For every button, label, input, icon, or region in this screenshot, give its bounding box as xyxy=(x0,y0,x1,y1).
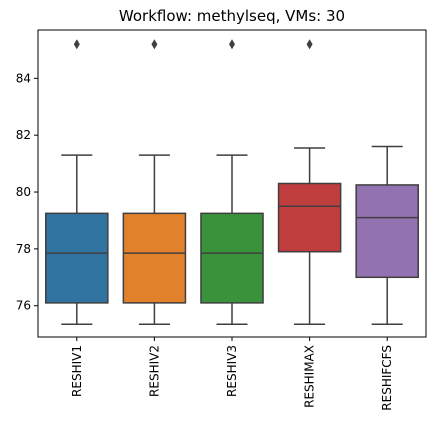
outlier-point xyxy=(73,39,80,50)
box-reshiv2 xyxy=(122,39,187,325)
x-tick-label: RESHIV2 xyxy=(147,345,161,397)
box-body xyxy=(200,212,264,304)
plot-marks xyxy=(45,39,419,325)
box-reshimax xyxy=(277,39,342,325)
box-body xyxy=(45,212,109,304)
y-axis: 76 78 80 82 84 xyxy=(16,71,38,313)
y-tick-label: 76 xyxy=(16,299,31,313)
box-body xyxy=(122,212,187,304)
x-axis: RESHIV1 RESHIV2 RESHIV3 RESHIMAX RESHIFCFS xyxy=(70,337,394,411)
x-tick-label: RESHIV3 xyxy=(225,345,239,397)
y-tick-label: 84 xyxy=(16,71,31,85)
box-body xyxy=(277,182,342,253)
box-reshifcfs xyxy=(355,145,419,325)
outlier-point xyxy=(229,39,235,50)
box-body xyxy=(355,184,419,279)
box-reshiv3 xyxy=(200,39,264,325)
y-tick-label: 78 xyxy=(16,242,31,256)
chart-title: Workflow: methylseq, VMs: 30 xyxy=(119,7,345,25)
y-tick-label: 80 xyxy=(16,185,31,199)
x-tick-label: RESHIMAX xyxy=(303,345,317,408)
x-tick-label: RESHIV1 xyxy=(70,345,84,397)
box-reshiv1 xyxy=(45,39,109,325)
outlier-point xyxy=(151,39,158,50)
y-tick-label: 82 xyxy=(16,128,31,142)
x-tick-label: RESHIFCFS xyxy=(380,345,394,411)
outlier-point xyxy=(306,39,313,50)
